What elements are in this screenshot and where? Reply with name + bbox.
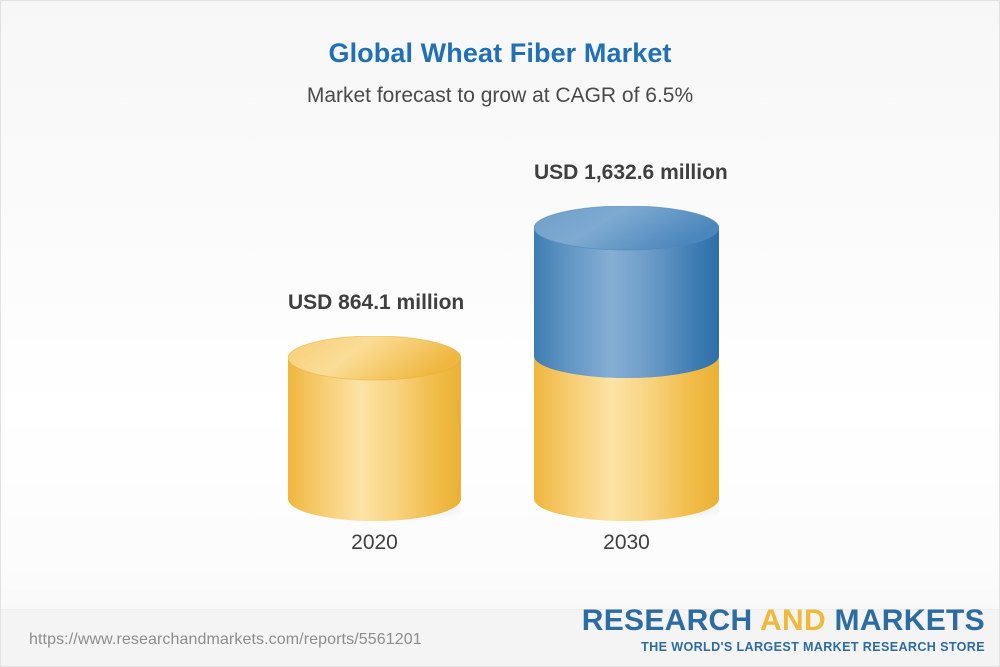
cylinder-2030 [534, 206, 719, 522]
chart-header: Global Wheat Fiber Market Market forecas… [1, 37, 999, 109]
value-label-2020: USD 864.1 million [288, 291, 465, 314]
logo-wordmark: RESEARCH AND MARKETS [582, 606, 985, 636]
footer-band [1, 609, 999, 666]
logo-tagline: THE WORLD'S LARGEST MARKET RESEARCH STOR… [641, 640, 985, 655]
cylinder-2020 [288, 336, 461, 522]
page-subtitle: Market forecast to grow at CAGR of 6.5% [306, 84, 694, 108]
logo-and-text: AND [760, 604, 826, 638]
category-label-2030: 2030 [603, 531, 650, 554]
chart-plot-area: USD 864.1 million [1, 1, 999, 601]
page-title: Global Wheat Fiber Market [328, 38, 672, 68]
research-and-markets-logo[interactable]: RESEARCH AND MARKETS THE WORLD'S LARGEST… [582, 606, 985, 654]
logo-markets-text: MARKETS [825, 604, 985, 638]
logo-research-text: RESEARCH [581, 604, 761, 638]
report-url[interactable]: https://www.researchandmarkets.com/repor… [29, 631, 422, 648]
category-label-2020: 2020 [351, 531, 398, 554]
value-label-2030: USD 1,632.6 million [534, 161, 728, 184]
